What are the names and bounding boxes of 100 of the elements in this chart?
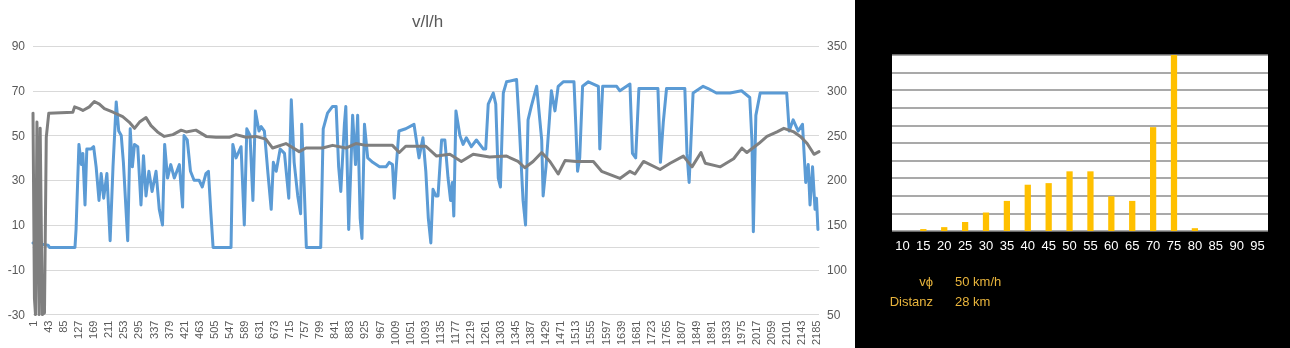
x-tick-label: 45: [1041, 238, 1056, 253]
x-tick-label: 379: [162, 320, 175, 339]
x-tick-label: 80: [1187, 238, 1203, 253]
y-tick-label: -30: [7, 307, 26, 322]
x-tick-label: 65: [1124, 238, 1140, 253]
bar: [1066, 171, 1073, 231]
x-tick-label: 1051: [403, 320, 416, 346]
bar: [1129, 200, 1136, 231]
x-tick-label: 25: [957, 238, 973, 253]
x-tick-label: 1219: [463, 320, 476, 346]
x-tick-label: 1555: [584, 320, 597, 346]
text: 50 km/h: [955, 274, 1002, 289]
x-tick-label: 35: [999, 238, 1015, 253]
x-tick-label: 1639: [614, 320, 627, 346]
x-tick-label: 463: [192, 320, 205, 339]
bar: [1108, 196, 1115, 231]
bar: [1149, 127, 1157, 231]
x-tick-label: 1429: [539, 320, 552, 346]
x-tick-label: 50: [1062, 238, 1077, 253]
x-tick-label: 169: [87, 320, 100, 339]
x-tick-label: 90: [1229, 238, 1244, 253]
x-tick-label: 337: [147, 320, 160, 339]
y-tick-label: 10: [11, 218, 26, 233]
x-tick-label: 967: [373, 320, 386, 339]
x-tick-label: 2143: [795, 320, 808, 346]
x-tick-label: 841: [328, 320, 341, 339]
x-tick-label: 295: [132, 320, 145, 339]
y2-tick-label: 150: [827, 218, 848, 233]
x-tick-label: 10: [895, 238, 910, 253]
bar: [961, 222, 969, 231]
x-tick-label: 505: [207, 320, 220, 339]
x-tick-label: 60: [1104, 238, 1119, 253]
x-tick-label: 883: [343, 320, 356, 339]
x-tick-label: 715: [283, 320, 296, 339]
bar: [1170, 55, 1178, 231]
x-tick-label: 547: [222, 320, 235, 339]
x-tick-label: 1723: [644, 320, 657, 346]
x-tick-label: 15: [916, 238, 931, 253]
x-tick-label: 925: [358, 320, 371, 339]
bar: [982, 212, 990, 231]
x-tick-label: 20: [936, 238, 952, 253]
x-tick-label: 95: [1250, 238, 1265, 253]
x-tick-label: 1597: [599, 320, 612, 346]
x-tick-label: 799: [313, 320, 326, 339]
x-tick-label: 1849: [689, 320, 702, 346]
y2-tick-label: 250: [827, 128, 848, 143]
x-tick-label: 631: [253, 320, 266, 339]
x-tick-label: 1765: [659, 320, 672, 346]
x-tick-label: 421: [177, 320, 190, 339]
x-tick-label: 757: [298, 320, 311, 339]
x-tick-label: 55: [1083, 238, 1098, 253]
x-tick-label: 1303: [494, 320, 507, 346]
x-tick-label: 70: [1145, 238, 1161, 253]
x-tick-label: 1261: [479, 320, 492, 346]
x-tick-label: 1177: [448, 320, 461, 345]
x-tick-label: 1093: [418, 320, 431, 346]
x-tick-label: 1891: [705, 320, 718, 346]
line-series: [31, 100, 821, 317]
x-tick-label: 1975: [735, 320, 748, 346]
bar: [1087, 171, 1094, 231]
bar: [1045, 183, 1052, 231]
bar: [941, 227, 948, 231]
x-tick-label: 2059: [765, 320, 778, 346]
text: 28 km: [955, 294, 991, 309]
x-tick-label: 2101: [780, 320, 793, 346]
y-tick-label: 50: [11, 128, 26, 143]
y2-tick-label: 50: [827, 307, 841, 322]
x-tick-label: 1471: [554, 320, 567, 346]
x-tick-label: 43: [42, 320, 55, 333]
x-tick-label: 85: [1208, 238, 1224, 253]
x-tick-label: 1345: [509, 320, 522, 346]
x-tick-label: 589: [237, 320, 250, 339]
x-tick-label: 1387: [524, 320, 537, 346]
x-tick-label: 673: [268, 320, 281, 339]
x-tick-label: 30: [978, 238, 994, 253]
x-tick-label: 1513: [569, 320, 582, 346]
y2-tick-label: 200: [827, 173, 848, 188]
text: Distanz: [889, 294, 933, 309]
x-tick-label: 127: [72, 320, 85, 339]
y-tick-label: 30: [11, 173, 26, 188]
x-tick-label: 40: [1020, 238, 1036, 253]
x-tick-label: 1009: [388, 320, 401, 346]
y-tick-label: 70: [11, 83, 26, 98]
y2-tick-label: 100: [827, 262, 848, 277]
chart-title: v/l/h: [411, 12, 444, 31]
text: vϕ: [919, 274, 933, 289]
x-tick-label: 1135: [433, 320, 446, 345]
x-tick-label: 75: [1166, 238, 1182, 253]
y2-tick-label: 300: [827, 83, 848, 98]
bar: [1191, 228, 1199, 231]
x-tick-label: 211: [102, 320, 115, 339]
x-tick-label: 2185: [810, 320, 823, 346]
x-tick-label: 253: [117, 320, 130, 339]
x-tick-label: 1681: [629, 320, 642, 346]
y-tick-label: -10: [7, 262, 26, 277]
bar: [1003, 200, 1011, 231]
x-tick-label: 1933: [720, 320, 733, 346]
x-tick-label: 85: [57, 320, 70, 333]
x-tick-label: 2017: [750, 320, 763, 346]
y2-tick-label: 350: [827, 39, 848, 53]
